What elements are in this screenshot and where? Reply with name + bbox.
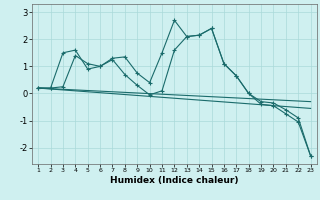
X-axis label: Humidex (Indice chaleur): Humidex (Indice chaleur)	[110, 176, 239, 185]
